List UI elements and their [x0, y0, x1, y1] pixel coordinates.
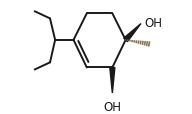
Text: OH: OH	[103, 100, 121, 113]
Text: OH: OH	[144, 17, 162, 30]
Polygon shape	[124, 24, 141, 42]
Polygon shape	[110, 68, 115, 93]
